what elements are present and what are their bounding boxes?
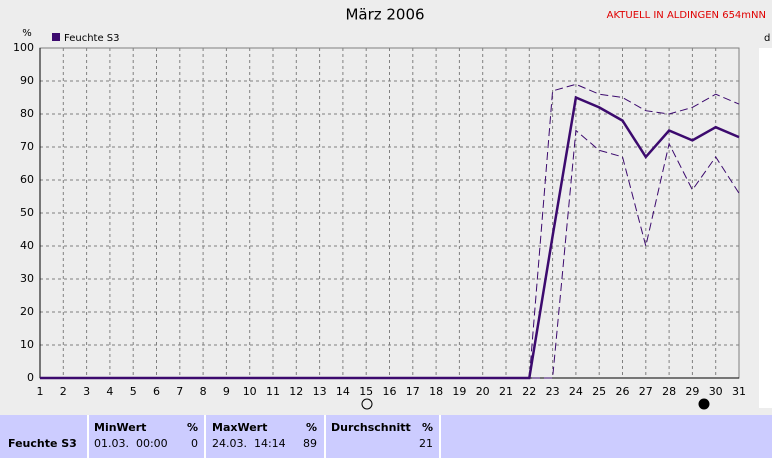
x-tick-label: 22: [522, 385, 536, 398]
x-tick-label: 6: [153, 385, 160, 398]
x-tick-label: 16: [383, 385, 397, 398]
stats-value: 0: [191, 437, 198, 450]
x-tick-label: 28: [662, 385, 676, 398]
stats-unit: %: [422, 421, 433, 434]
x-tick-label: 1: [37, 385, 44, 398]
y-tick-label: 100: [13, 41, 34, 54]
x-tick-label: 12: [289, 385, 303, 398]
stats-date: 01.03. 00:00: [94, 437, 168, 450]
y-tick-label: 80: [20, 107, 34, 120]
x-tick-label: 15: [359, 385, 373, 398]
y-tick-label: 60: [20, 173, 34, 186]
y-tick-label: 90: [20, 74, 34, 87]
x-tick-label: 30: [709, 385, 723, 398]
y-tick-label: 10: [20, 338, 34, 351]
stats-header: Durchschnitt: [331, 421, 411, 434]
y-tick-label: 50: [20, 206, 34, 219]
x-tick-label: 29: [685, 385, 699, 398]
stats-value: 89: [303, 437, 317, 450]
y-axis-label: %: [22, 28, 32, 39]
stats-panel: [0, 415, 772, 458]
annotation: AKTUELL IN ALDINGEN 654mNN: [607, 10, 766, 21]
stats-unit: %: [306, 421, 317, 434]
cut-label: d: [764, 33, 770, 44]
y-tick-label: 40: [20, 239, 34, 252]
x-tick-label: 7: [176, 385, 183, 398]
x-tick-label: 31: [732, 385, 746, 398]
x-tick-label: 8: [200, 385, 207, 398]
x-tick-label: 19: [452, 385, 466, 398]
x-tick-label: 13: [313, 385, 327, 398]
stats-dividers: [87, 415, 441, 458]
x-tick-label: 25: [592, 385, 606, 398]
chart-title: März 2006: [345, 6, 424, 24]
y-tick-label: 70: [20, 140, 34, 153]
x-tick-label: 24: [569, 385, 583, 398]
stats-value: 21: [419, 437, 433, 450]
x-tick-label: 20: [476, 385, 490, 398]
stats-unit: %: [187, 421, 198, 434]
x-tick-label: 17: [406, 385, 420, 398]
stats-date: 24.03. 14:14: [212, 437, 286, 450]
side-panel: [759, 48, 772, 408]
x-tick-label: 14: [336, 385, 350, 398]
full-moon: [361, 398, 373, 410]
stats-header: MaxWert: [212, 421, 267, 434]
stats-row-label: Feuchte S3: [8, 437, 77, 450]
legend-label: Feuchte S3: [64, 33, 120, 44]
x-tick-label: 26: [616, 385, 630, 398]
y-tick-label: 30: [20, 272, 34, 285]
data-line: [40, 129, 740, 379]
x-tick-label: 2: [60, 385, 67, 398]
legend-swatch: [52, 33, 60, 41]
y-tick-label: 20: [20, 305, 34, 318]
x-tick-label: 3: [83, 385, 90, 398]
x-tick-label: 23: [546, 385, 560, 398]
x-tick-label: 10: [243, 385, 257, 398]
x-tick-label: 11: [266, 385, 280, 398]
x-tick-label: 21: [499, 385, 513, 398]
x-tick-label: 9: [223, 385, 230, 398]
stats-header: MinWert: [94, 421, 146, 434]
x-tick-label: 5: [130, 385, 137, 398]
x-tick-label: 18: [429, 385, 443, 398]
new-moon: [698, 398, 710, 410]
x-tick-label: 27: [639, 385, 653, 398]
y-tick-label: 0: [27, 371, 34, 384]
x-tick-label: 4: [106, 385, 113, 398]
